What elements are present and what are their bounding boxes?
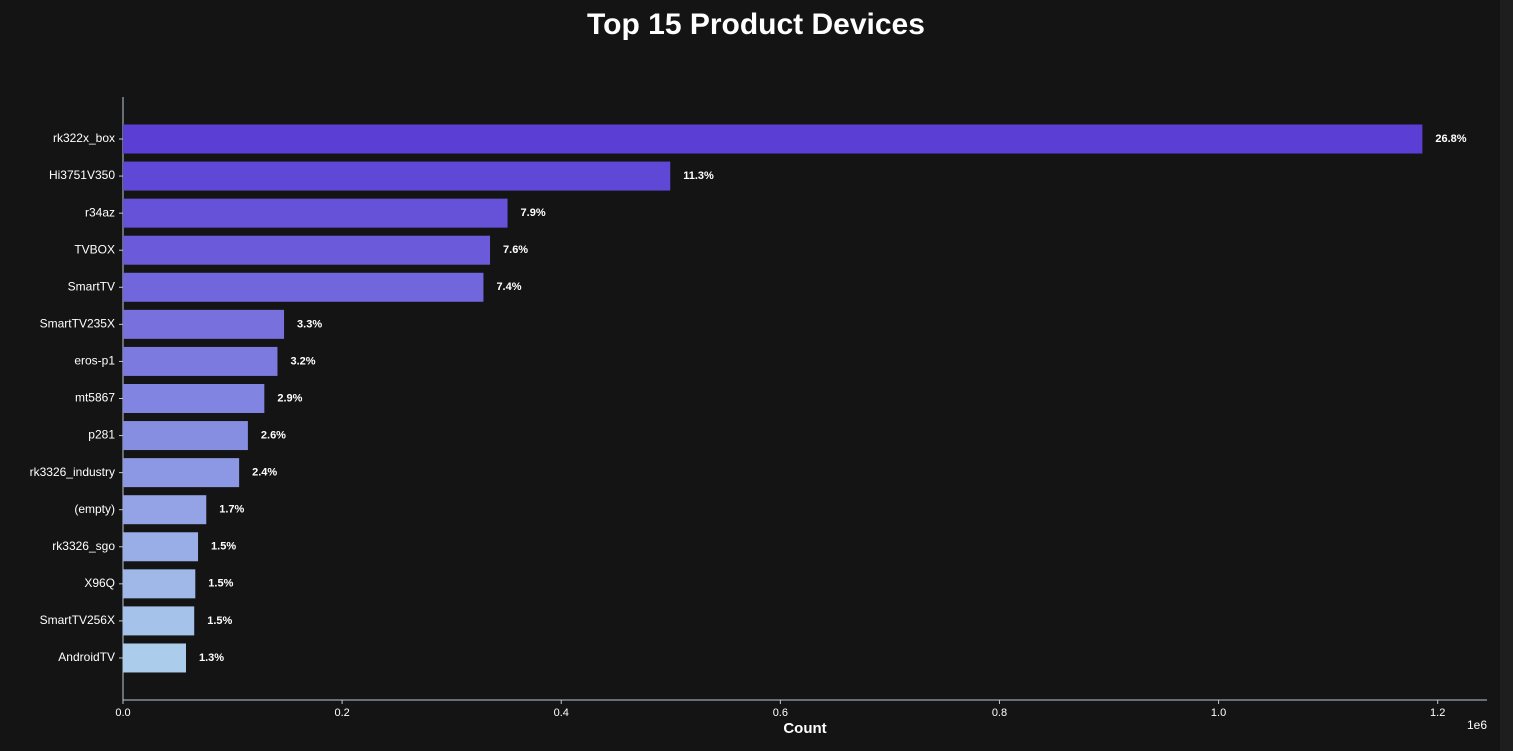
- bar-label: 7.4%: [496, 281, 521, 293]
- bar: [123, 458, 240, 488]
- chart-title: Top 15 Product Devices: [587, 8, 925, 41]
- x-tick-label: 0.6: [773, 707, 788, 719]
- x-tick-label: 0.4: [554, 707, 569, 719]
- y-tick-label: mt5867: [75, 391, 115, 405]
- bar: [123, 161, 671, 191]
- side-panel: [1500, 0, 1513, 751]
- y-tick-label: SmartTV235X: [40, 317, 115, 331]
- y-tick-label: p281: [88, 428, 115, 442]
- x-tick-label: 0.2: [334, 707, 349, 719]
- bar-label: 1.5%: [207, 615, 232, 627]
- bar-label: 2.9%: [277, 392, 302, 404]
- x-offset-label: 1e6: [1467, 718, 1487, 732]
- bar: [123, 532, 199, 562]
- bar: [123, 643, 186, 673]
- x-tick-label: 1.0: [1211, 707, 1226, 719]
- y-tick-label: TVBOX: [74, 242, 115, 256]
- bar: [123, 235, 491, 265]
- bar: [123, 606, 195, 636]
- bar: [123, 383, 265, 413]
- y-tick-label: Hi3751V350: [49, 168, 115, 182]
- x-axis-label: Count: [783, 720, 826, 737]
- bar-label: 2.6%: [261, 429, 286, 441]
- bar: [123, 495, 207, 525]
- bar-label: 1.3%: [199, 652, 224, 664]
- bar-label: 3.3%: [297, 318, 322, 330]
- y-tick-label: rk3326_sgo: [52, 539, 115, 553]
- x-tick-label: 0.0: [115, 707, 130, 719]
- x-tick-label: 0.8: [992, 707, 1007, 719]
- bar-label: 11.3%: [683, 170, 714, 182]
- bar: [123, 421, 248, 451]
- bar: [123, 198, 508, 228]
- bar: [123, 272, 484, 302]
- bar: [123, 346, 278, 376]
- x-tick-label: 1.2: [1430, 707, 1445, 719]
- y-tick-label: eros-p1: [74, 354, 115, 368]
- y-tick-label: rk322x_box: [53, 131, 115, 145]
- y-tick-label: SmartTV: [68, 279, 115, 293]
- y-tick-label: (empty): [74, 502, 115, 516]
- bar-label: 7.9%: [521, 207, 546, 219]
- bar: [123, 124, 1423, 154]
- bar-label: 26.8%: [1435, 133, 1466, 145]
- y-tick-label: AndroidTV: [58, 650, 115, 664]
- y-tick-label: SmartTV256X: [40, 613, 115, 627]
- bar-label: 2.4%: [252, 467, 277, 479]
- bar-label: 1.5%: [208, 578, 233, 590]
- y-tick-label: X96Q: [84, 576, 115, 590]
- bar-label: 1.5%: [211, 541, 236, 553]
- bar: [123, 309, 285, 339]
- y-tick-label: rk3326_industry: [30, 465, 115, 479]
- bar: [123, 569, 196, 599]
- bar-label: 7.6%: [503, 244, 528, 256]
- y-tick-label: r34az: [85, 205, 115, 219]
- bar-label: 1.7%: [219, 504, 244, 516]
- bar-label: 3.2%: [290, 355, 315, 367]
